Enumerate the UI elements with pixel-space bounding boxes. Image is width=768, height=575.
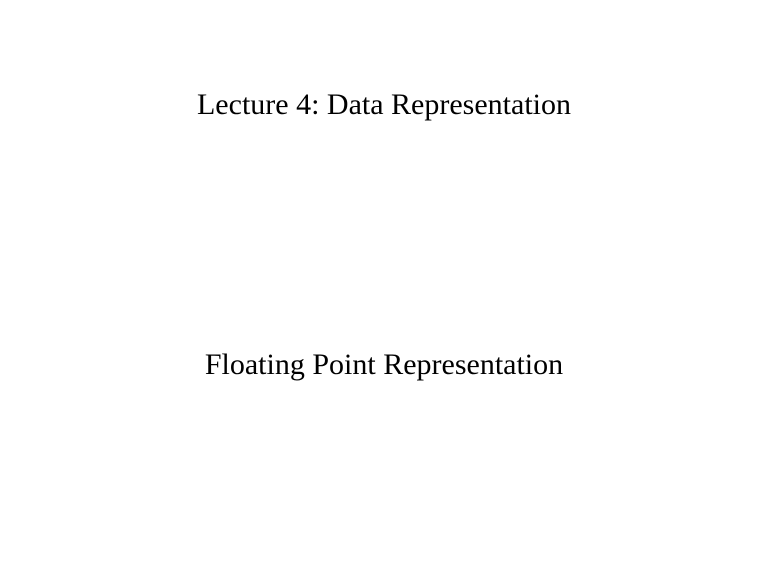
slide-container: Lecture 4: Data Representation Floating …: [0, 0, 768, 575]
slide-title: Lecture 4: Data Representation: [0, 88, 768, 122]
slide-subtitle: Floating Point Representation: [0, 348, 768, 382]
